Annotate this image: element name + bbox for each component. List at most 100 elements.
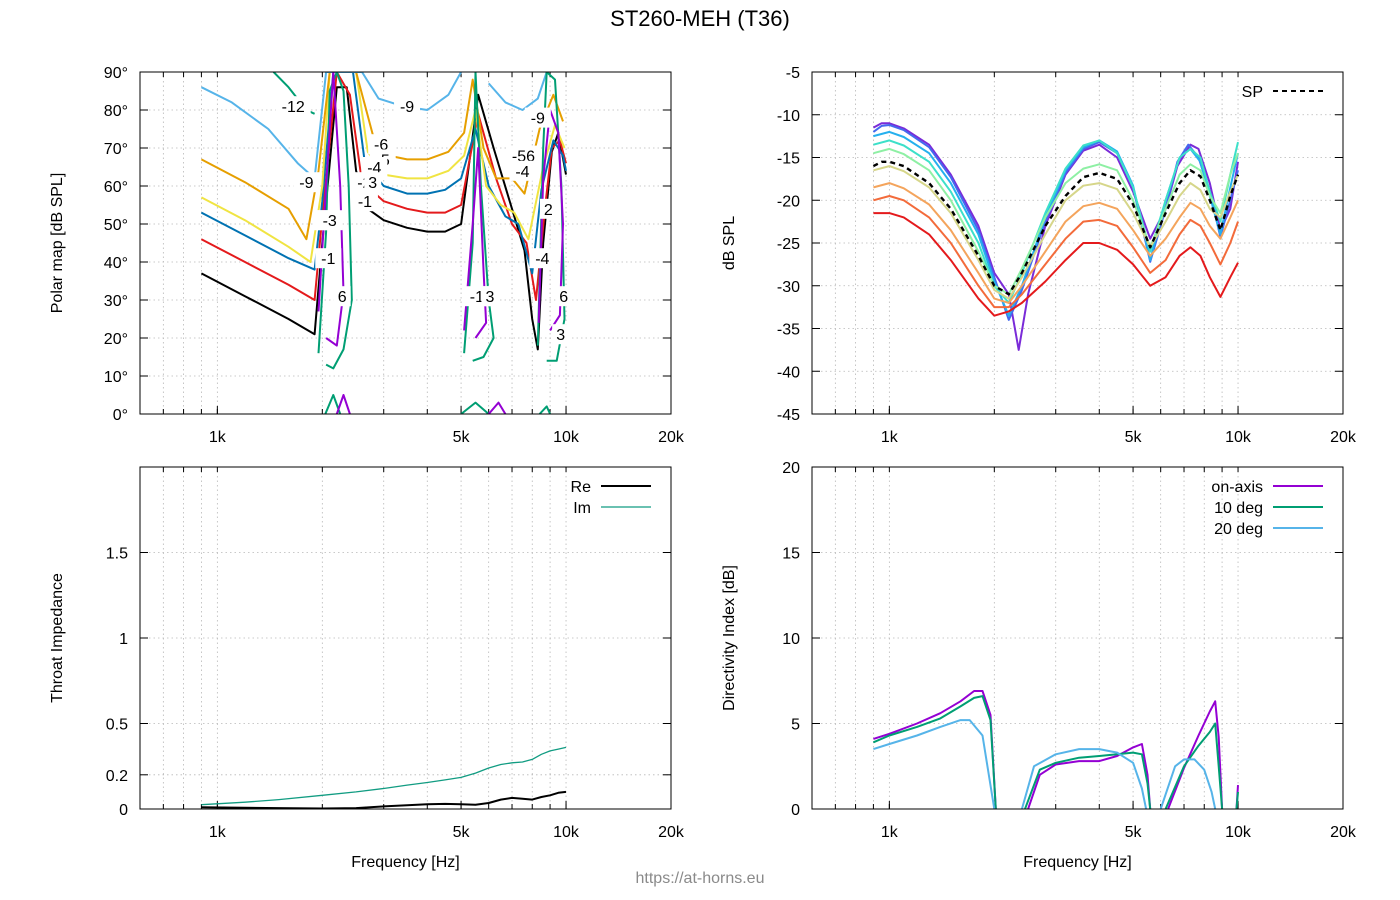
series-line [201, 746, 567, 806]
x-tick-label: 5k [1125, 429, 1143, 446]
series-line [1024, 751, 1152, 809]
x-tick-label: 10k [1225, 429, 1252, 446]
y-tick-label: 20° [104, 331, 128, 348]
contour-label: -1 [358, 194, 372, 211]
polar-map-panel: 0° 10° 20° 30° 40° 50° 60° 70° 80° 90° 1k 5k 10k 20k -… [49, 65, 685, 446]
contour-line [200, 72, 564, 241]
x-tick-label: 1k [881, 824, 899, 841]
contour-label: -1 [321, 251, 335, 268]
x-tick-label: 10k [553, 429, 580, 446]
x-tick-label: 5k [453, 824, 471, 841]
y-tick-label: 80° [104, 103, 128, 120]
y-tick-label: -40 [777, 364, 800, 381]
contour-label-bg [524, 107, 551, 128]
contour-line [200, 72, 462, 180]
contour-label-bg [539, 198, 557, 219]
x-tick-label: 1k [209, 429, 227, 446]
series-line [1027, 743, 1152, 809]
contour-label: -9 [531, 111, 545, 128]
y-tick-label: -45 [777, 407, 800, 424]
series-line [1164, 722, 1224, 809]
y-tick-label: 50° [104, 217, 128, 234]
y-tick-label: -35 [777, 322, 800, 339]
legend: SP [1242, 84, 1323, 101]
contour-label-bg [275, 96, 311, 117]
contour-label: -1 [470, 289, 484, 306]
x-tick-label: 5k [453, 429, 471, 446]
contour-line [538, 405, 552, 414]
y-tick-label: -5 [786, 65, 800, 82]
contour-label-bg [361, 157, 388, 177]
series-line [873, 719, 996, 809]
plot-area [201, 746, 567, 809]
contour-label: -9 [400, 99, 414, 116]
contour-line [487, 72, 548, 111]
y-axis-label: Directivity Index [dB] [721, 565, 738, 711]
legend-label: SP [1242, 84, 1263, 101]
x-tick-label: 20k [658, 429, 685, 446]
directivity-index-panel: 0 5 10 15 20 1k 5k 10k 20k Directivity Index [dB]… [721, 460, 1357, 871]
series-line [873, 212, 1239, 317]
contour-label-bg [316, 210, 343, 231]
y-tick-label: 40° [104, 255, 128, 272]
y-tick-label: -25 [777, 236, 800, 253]
series-line [873, 165, 1239, 300]
contour-label-bg [505, 145, 541, 166]
y-axis-label: dB SPL [721, 216, 738, 270]
contour-label-bg [351, 191, 378, 212]
contour-label: -4 [535, 251, 549, 268]
y-tick-label: -15 [777, 151, 800, 168]
plot-frame [139, 71, 672, 415]
contour-label-bg [394, 96, 421, 117]
y-tick-label: 15 [782, 546, 800, 563]
legend-label: on-axis [1211, 479, 1263, 496]
contour-line [487, 401, 507, 414]
series-line [201, 790, 567, 809]
plot-frame [811, 71, 1344, 415]
contour-label-bg [333, 286, 351, 307]
x-tick-label: 1k [881, 429, 899, 446]
series-line [873, 690, 997, 809]
y-tick-label: -10 [777, 108, 800, 125]
series-line [873, 147, 1239, 296]
contour-label-bg [368, 134, 395, 155]
series-line [1235, 791, 1239, 809]
contour-label: 3 [485, 289, 494, 306]
contour-label: 3 [368, 175, 377, 192]
contour-label-bg [315, 248, 342, 269]
legend-label: 20 deg [1214, 521, 1263, 538]
contour-label: -9 [299, 175, 313, 192]
series-line [872, 160, 1240, 296]
plot-frame [811, 466, 1344, 810]
x-axis-label: Frequency [Hz] [1023, 854, 1131, 871]
y-tick-label: 30° [104, 293, 128, 310]
y-tick-label: 1.5 [106, 546, 128, 563]
spl-panel: -5 -10 -15 -20 -25 -30 -35 -40 -45 1k 5k 10k 20k dB S… [721, 65, 1357, 446]
y-tick-label: 20 [782, 460, 800, 477]
contour-label-bg [509, 160, 536, 181]
y-tick-label: 0 [119, 802, 128, 819]
x-tick-label: 20k [1330, 824, 1357, 841]
y-tick-label: 5 [791, 717, 800, 734]
contour-label-bg [555, 286, 573, 307]
y-tick-label: 0 [791, 802, 800, 819]
y-tick-label: 60° [104, 179, 128, 196]
contour-label-bg [481, 286, 499, 307]
series-line [872, 124, 1239, 321]
x-tick-label: 10k [1225, 824, 1252, 841]
x-tick-label: 10k [553, 824, 580, 841]
series-line [873, 195, 1239, 309]
x-axis-label: Frequency [Hz] [351, 854, 459, 871]
series-line [873, 139, 1239, 304]
legend-label: Im [573, 500, 591, 517]
contour-label: 3 [556, 327, 565, 344]
legend-label: 10 deg [1214, 500, 1263, 517]
contour-line [324, 394, 342, 414]
y-tick-label: 0° [113, 407, 128, 424]
chart-title: ST260-MEH (T36) [610, 6, 790, 31]
y-tick-label: 1 [119, 631, 128, 648]
contour-label: 2 [544, 202, 553, 219]
contour-line [317, 72, 345, 347]
x-tick-label: 20k [1330, 429, 1357, 446]
